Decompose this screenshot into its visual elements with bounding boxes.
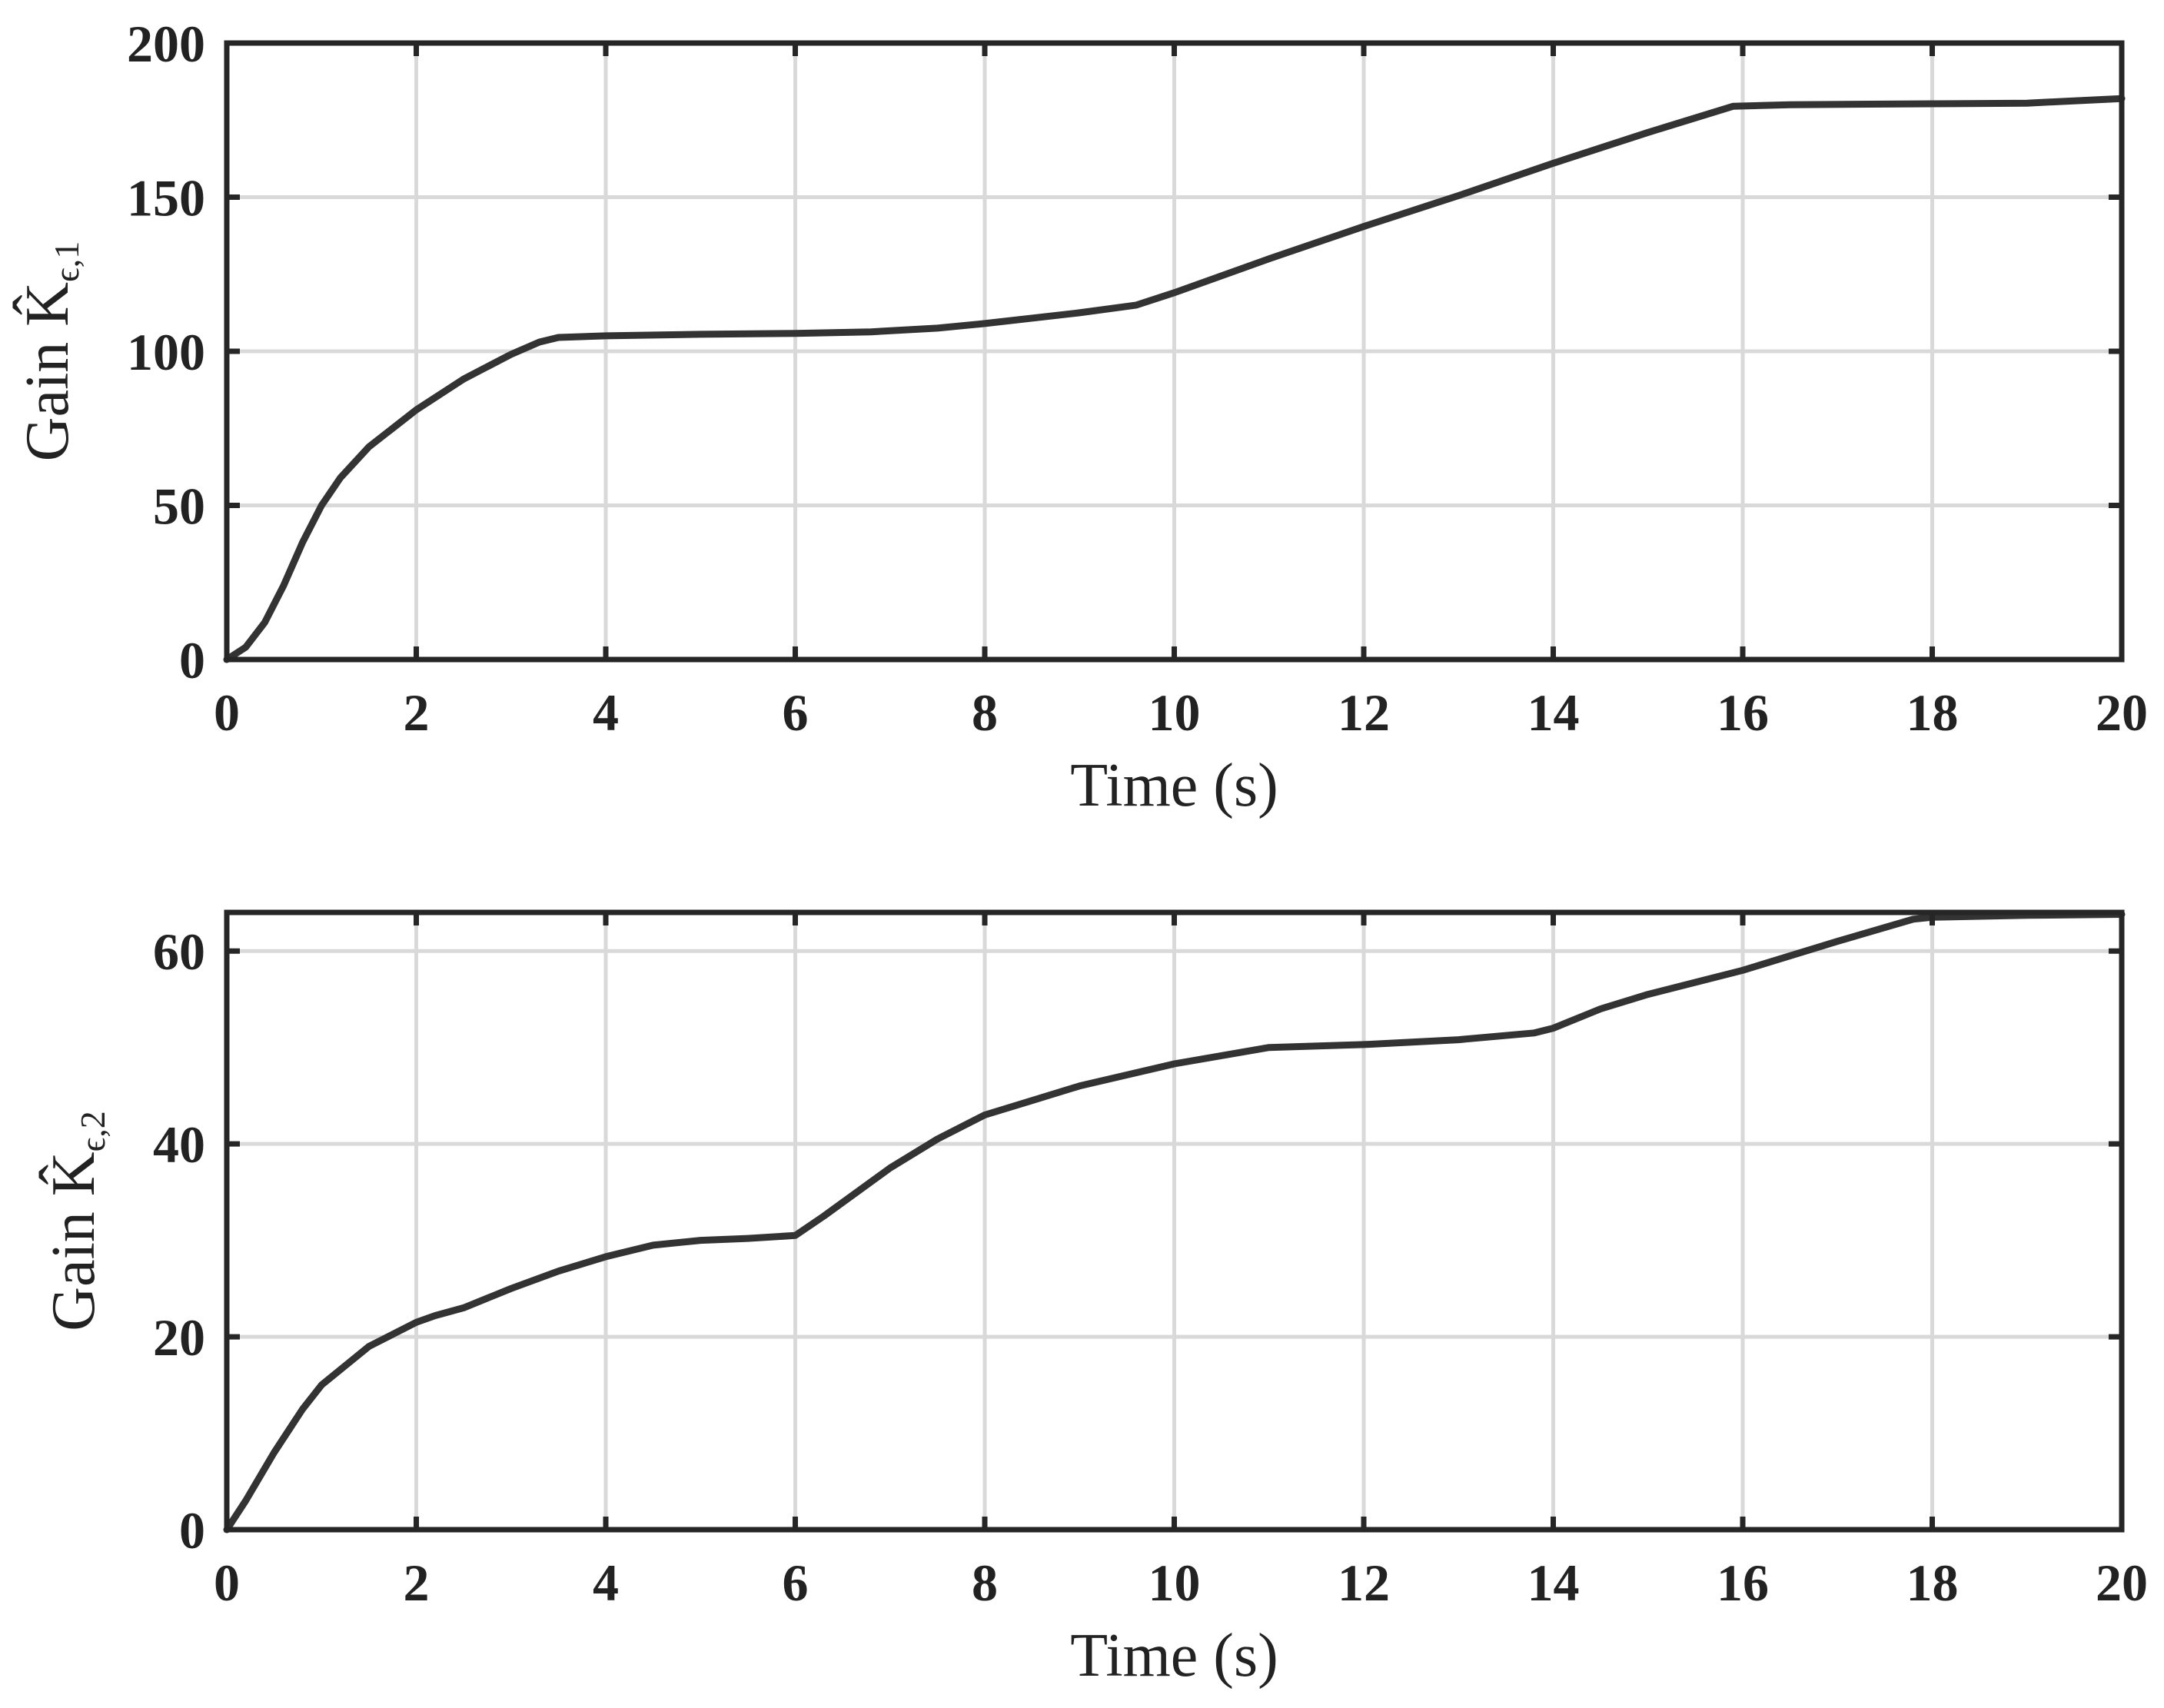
y-tick-label-2-1: 20 [153, 1308, 205, 1367]
x-tick-label-2-1: 2 [404, 1553, 430, 1612]
y-axis-label-1: Gain K̂ϵ,1 [12, 241, 86, 461]
y-tick-label-1-4: 200 [127, 15, 205, 73]
data-line-2 [223, 911, 2126, 1534]
x-tick-label-2-10: 20 [2096, 1553, 2148, 1612]
x-tick-label-2-7: 14 [1527, 1553, 1580, 1612]
x-axis-label-1: Time (s) [1070, 752, 1278, 819]
x-tick-label-2-3: 6 [783, 1553, 809, 1612]
x-tick-label-1-6: 12 [1338, 683, 1390, 742]
y-tick-label-1-3: 150 [127, 169, 205, 228]
x-tick-label-1-1: 2 [404, 683, 430, 742]
y-tick-label-2-2: 40 [153, 1115, 205, 1174]
y-tick-label-1-0: 0 [179, 631, 205, 690]
x-tick-label-1-2: 4 [593, 683, 619, 742]
x-axis-label-2: Time (s) [1070, 1622, 1278, 1690]
x-tick-label-1-9: 18 [1906, 683, 1959, 742]
x-tick-label-1-3: 6 [783, 683, 809, 742]
y-tick-label-1-1: 50 [153, 477, 205, 536]
x-tick-label-2-6: 12 [1338, 1553, 1390, 1612]
x-tick-label-1-7: 14 [1527, 683, 1580, 742]
x-tick-label-2-2: 4 [593, 1553, 619, 1612]
x-tick-label-1-4: 8 [972, 683, 998, 742]
y-tick-label-1-2: 100 [127, 323, 205, 381]
x-tick-label-1-0: 0 [214, 683, 240, 742]
x-tick-label-1-8: 16 [1717, 683, 1769, 742]
x-tick-label-2-9: 18 [1906, 1553, 1959, 1612]
x-tick-label-2-8: 16 [1717, 1553, 1769, 1612]
x-tick-label-1-10: 20 [2096, 683, 2148, 742]
x-tick-label-1-5: 10 [1148, 683, 1201, 742]
y-tick-label-2-3: 60 [153, 922, 205, 981]
y-axis-label-2: Gain K̂ϵ,2 [38, 1111, 112, 1331]
y-tick-label-2-0: 0 [179, 1501, 205, 1560]
x-tick-label-2-4: 8 [972, 1553, 998, 1612]
subplot-2: 0 2 4 6 8 10 12 14 16 18 20 0 20 40 60 Time (s) Gain K̂ϵ… [38, 909, 2148, 1690]
x-tick-label-2-5: 10 [1148, 1553, 1201, 1612]
data-line-1 [223, 95, 2126, 663]
x-tick-label-2-0: 0 [214, 1553, 240, 1612]
